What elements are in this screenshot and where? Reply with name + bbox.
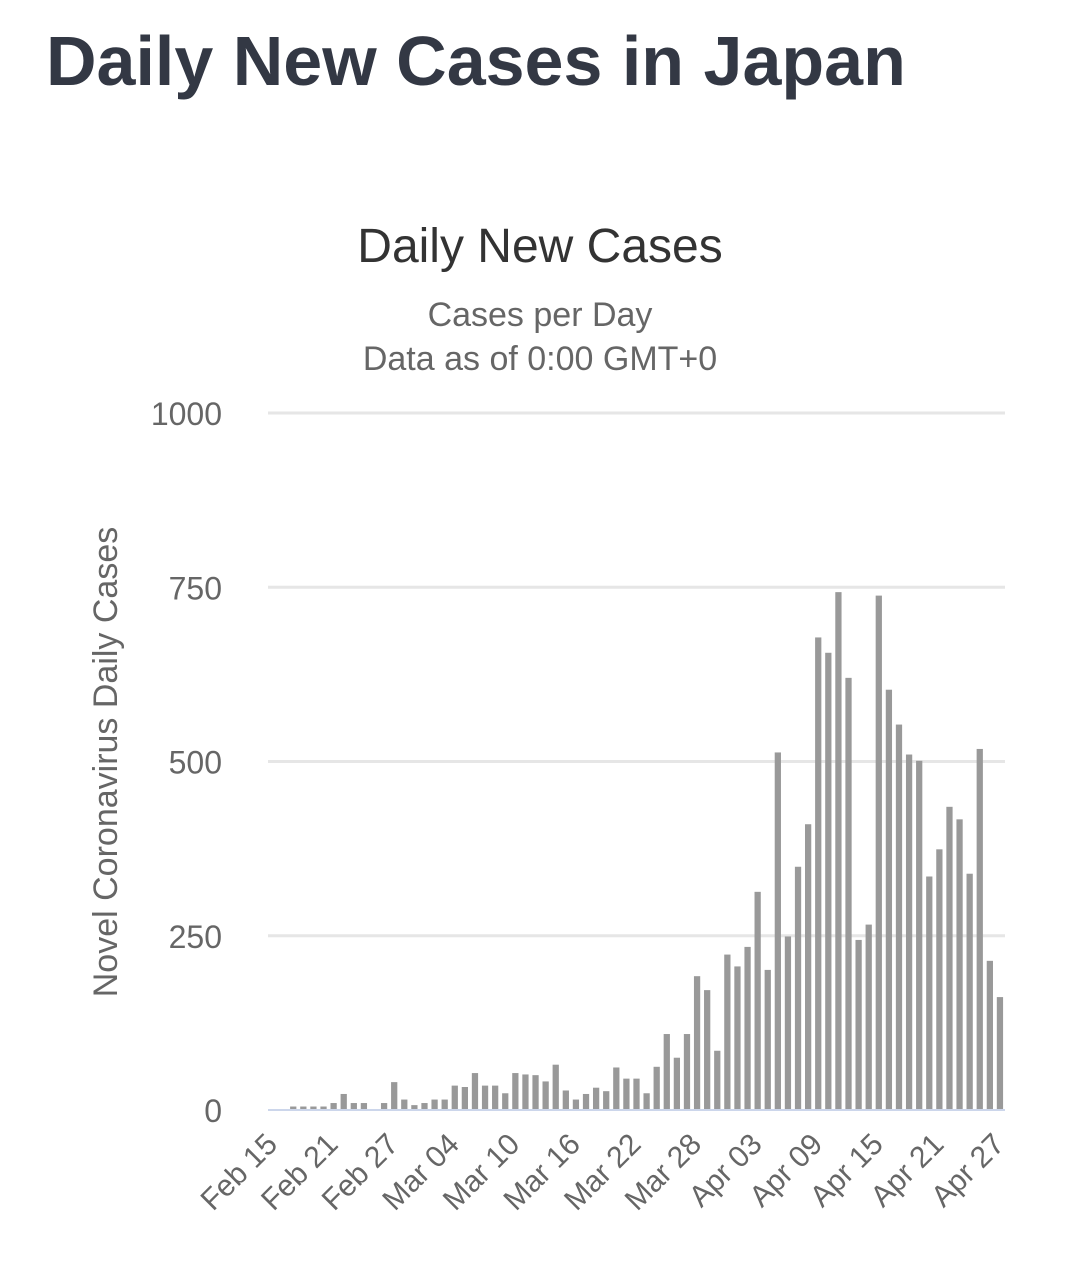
- chart-subtitle-line-1: Cases per Day: [428, 296, 653, 334]
- bar: [986, 960, 993, 1110]
- bar: [704, 990, 711, 1110]
- bar: [693, 976, 701, 1110]
- bar: [966, 873, 973, 1110]
- bar: [865, 924, 872, 1110]
- bar: [784, 936, 792, 1110]
- bar: [875, 595, 882, 1110]
- y-tick-label: 0: [204, 1093, 222, 1129]
- chart-subtitle-line-2: Data as of 0:00 GMT+0: [363, 340, 717, 378]
- bar: [774, 752, 781, 1110]
- bar: [683, 1034, 691, 1110]
- bar: [905, 754, 913, 1110]
- y-axis-tick-labels: 0 250 500 750 1000: [151, 396, 222, 1129]
- bar: [744, 946, 751, 1110]
- bar: [895, 724, 903, 1110]
- bar: [956, 819, 963, 1110]
- bar: [592, 1087, 600, 1110]
- bar: [492, 1085, 499, 1110]
- bar: [643, 1093, 650, 1110]
- bar: [916, 760, 923, 1110]
- y-tick-label: 1000: [151, 396, 222, 432]
- y-axis-title: Novel Coronavirus Daily Cases: [87, 527, 125, 998]
- bar: [310, 1106, 317, 1110]
- bar: [532, 1075, 539, 1110]
- bar: [754, 891, 761, 1110]
- bar: [835, 592, 842, 1110]
- bar: [522, 1074, 529, 1110]
- bar: [673, 1057, 681, 1110]
- bar: [653, 1066, 660, 1110]
- bar: [936, 849, 943, 1110]
- bar: [451, 1085, 458, 1110]
- bar: [926, 876, 933, 1110]
- bar: [411, 1105, 418, 1110]
- gridlines: [268, 411, 1005, 938]
- bar: [552, 1064, 559, 1110]
- bar: [734, 966, 741, 1110]
- bar: [350, 1103, 357, 1110]
- y-tick-label: 500: [169, 745, 222, 781]
- bar: [340, 1093, 347, 1110]
- y-tick-label: 750: [169, 570, 222, 606]
- chart-title: Daily New Cases: [357, 220, 722, 273]
- bar: [562, 1090, 569, 1110]
- bar: [481, 1085, 489, 1110]
- bar: [663, 1034, 670, 1110]
- bar: [764, 969, 771, 1110]
- bar: [825, 652, 832, 1110]
- bar: [976, 748, 983, 1110]
- bar: [845, 677, 852, 1110]
- bar: [724, 954, 731, 1110]
- bar: [855, 939, 862, 1110]
- bar: [633, 1078, 640, 1110]
- bars: [290, 592, 1004, 1110]
- bar: [300, 1106, 307, 1110]
- bar: [542, 1081, 549, 1110]
- page-title: Daily New Cases in Japan: [46, 22, 906, 100]
- bar: [320, 1106, 327, 1110]
- bar: [996, 997, 1004, 1110]
- bar: [401, 1099, 408, 1110]
- bar: [471, 1073, 479, 1110]
- bar: [885, 689, 893, 1110]
- bar: [431, 1099, 438, 1110]
- bar: [815, 637, 822, 1110]
- bar: [572, 1099, 580, 1110]
- bar: [380, 1103, 388, 1110]
- bar: [613, 1067, 620, 1110]
- bar: [603, 1091, 610, 1110]
- bar: [714, 1050, 721, 1110]
- bar: [502, 1093, 509, 1110]
- bar: [461, 1087, 468, 1110]
- bar: [582, 1093, 590, 1110]
- bar: [805, 824, 812, 1110]
- bar: [623, 1078, 630, 1110]
- bar: [290, 1106, 297, 1110]
- y-tick-label: 250: [169, 919, 222, 955]
- bar: [421, 1103, 428, 1110]
- bar: [512, 1073, 519, 1110]
- bar: [330, 1103, 337, 1110]
- bar: [441, 1099, 448, 1110]
- bar: [391, 1082, 398, 1110]
- bar: [794, 866, 802, 1110]
- bar: [360, 1103, 368, 1110]
- bar: [946, 806, 953, 1110]
